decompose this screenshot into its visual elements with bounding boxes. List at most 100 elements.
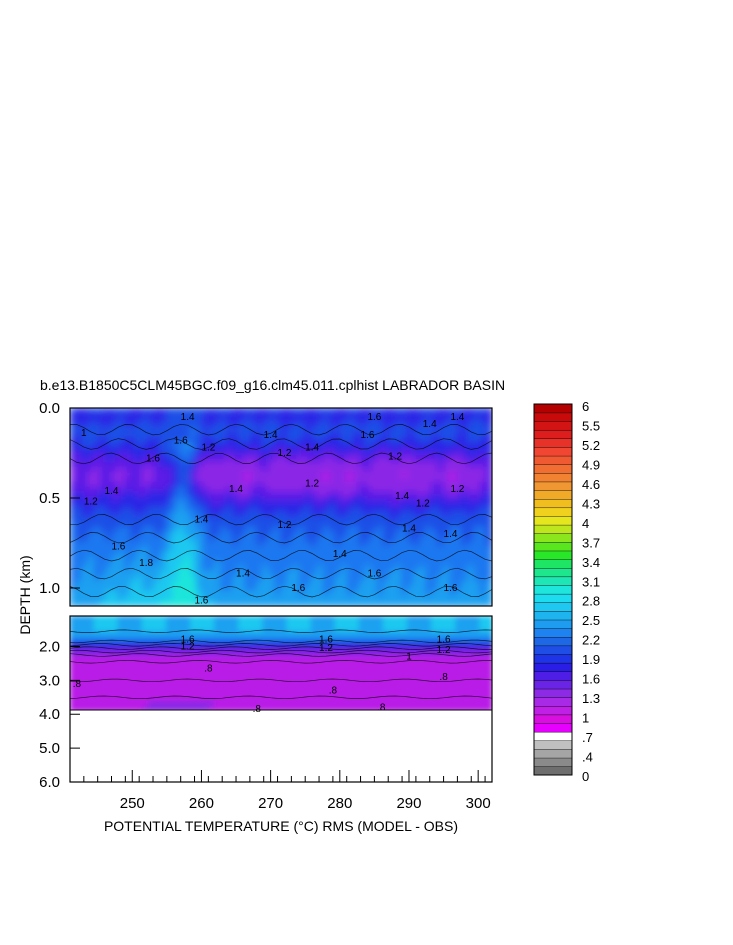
colorbar-swatch bbox=[533, 481, 573, 491]
colorbar-label: 2.5 bbox=[582, 613, 600, 628]
contour-label: 1.4 bbox=[305, 443, 319, 454]
contour-label: 1.4 bbox=[444, 529, 458, 540]
upper-panel-frame bbox=[69, 407, 493, 607]
colorbar-swatch bbox=[533, 757, 573, 767]
colorbar-swatch bbox=[533, 567, 573, 578]
contour-label: 1.4 bbox=[264, 430, 278, 441]
colorbar-label: 2.8 bbox=[582, 594, 600, 609]
colorbar-swatch bbox=[533, 584, 573, 595]
colorbar-swatch bbox=[533, 748, 573, 759]
contour-label: 1.6 bbox=[367, 569, 381, 580]
colorbar-swatch bbox=[533, 654, 573, 664]
colorbar-swatch bbox=[533, 541, 573, 552]
colorbar-swatch bbox=[533, 705, 573, 716]
colorbar-label: 3.7 bbox=[582, 535, 600, 550]
colorbar-swatch bbox=[533, 645, 573, 655]
chart-title: b.e13.B1850C5CLM45BGC.f09_g16.clm45.011.… bbox=[40, 377, 505, 393]
colorbar-swatch bbox=[533, 619, 573, 629]
contour-label: 1.4 bbox=[105, 486, 119, 497]
contour-label: 1 bbox=[406, 652, 412, 663]
x-tick-label: 260 bbox=[189, 795, 214, 812]
contour-label: 1.2 bbox=[437, 645, 451, 656]
contour-label: 1.2 bbox=[319, 643, 333, 654]
lower-panel-field bbox=[70, 616, 492, 710]
contour-label: 1.2 bbox=[416, 498, 430, 509]
colorbar-swatch bbox=[533, 740, 573, 750]
contour-label: 1.4 bbox=[181, 412, 195, 423]
colorbar-label: .4 bbox=[582, 750, 593, 765]
contour-label: 1.2 bbox=[84, 497, 98, 508]
colorbar-swatch bbox=[533, 679, 573, 690]
colorbar-swatch bbox=[533, 490, 573, 500]
colorbar-swatch bbox=[533, 731, 573, 741]
colorbar-swatch bbox=[533, 610, 573, 621]
colorbar-label: 3.4 bbox=[582, 555, 600, 570]
colorbar-swatch bbox=[533, 446, 573, 457]
y-tick-label: 4.0 bbox=[39, 706, 60, 723]
colorbar-label: 5.2 bbox=[582, 438, 600, 453]
contour-label: 1.6 bbox=[367, 412, 381, 423]
colorbar-swatch bbox=[533, 602, 573, 612]
colorbar-swatch bbox=[533, 464, 573, 474]
y-tick-label: 3.0 bbox=[39, 672, 60, 689]
colorbar-swatch bbox=[533, 507, 573, 517]
colorbar-swatch bbox=[533, 515, 573, 526]
colorbar-label: 6 bbox=[582, 399, 589, 414]
contour-label: 1.2 bbox=[450, 484, 464, 495]
contour-label: 1.2 bbox=[278, 520, 292, 531]
colorbar-swatch bbox=[533, 498, 573, 509]
colorbar-swatch bbox=[533, 714, 573, 724]
contour-label: 1.6 bbox=[146, 453, 160, 464]
x-tick-label: 280 bbox=[327, 795, 352, 812]
colorbar-swatch bbox=[533, 438, 573, 448]
y-tick-label: 5.0 bbox=[39, 740, 60, 757]
contour-label: 1 bbox=[81, 428, 87, 439]
contour-label: 1.6 bbox=[361, 430, 375, 441]
contour-label: 1.4 bbox=[450, 412, 464, 423]
colorbar-swatch bbox=[533, 636, 573, 647]
colorbar-swatch bbox=[533, 429, 573, 440]
y-tick-label: 6.0 bbox=[39, 774, 60, 791]
contour-label: 1.6 bbox=[194, 596, 208, 607]
contour-label: 1.4 bbox=[333, 549, 347, 560]
contour-label: .8 bbox=[377, 703, 386, 714]
contour-label: 1.4 bbox=[395, 491, 409, 502]
y-tick-label: 1.0 bbox=[39, 580, 60, 597]
colorbar-label: 4.9 bbox=[582, 457, 600, 472]
colorbar-swatch bbox=[533, 723, 573, 733]
upper-panel-field bbox=[70, 408, 492, 606]
colorbar-swatch bbox=[533, 688, 573, 698]
contour-label: 1.4 bbox=[402, 524, 416, 535]
contour-label: 1.6 bbox=[319, 635, 333, 646]
contour-label: 1.8 bbox=[139, 558, 153, 569]
colorbar-swatch bbox=[533, 628, 573, 638]
contour-label: 1.2 bbox=[305, 479, 319, 490]
colorbar-label: 0 bbox=[582, 769, 589, 784]
y-tick-label: 0.5 bbox=[39, 490, 60, 507]
colorbar-label: 2.2 bbox=[582, 633, 600, 648]
colorbar-label: 4 bbox=[582, 516, 589, 531]
colorbar-label: .7 bbox=[582, 730, 593, 745]
contour-label: .8 bbox=[329, 686, 338, 697]
contour-label: .8 bbox=[253, 704, 262, 715]
colorbar-swatch bbox=[533, 593, 573, 603]
x-tick-label: 290 bbox=[396, 795, 421, 812]
x-tick-label: 300 bbox=[466, 795, 491, 812]
contour-label: 1.2 bbox=[181, 642, 195, 653]
colorbar-label: 4.6 bbox=[582, 477, 600, 492]
colorbar-label: 4.3 bbox=[582, 496, 600, 511]
colorbar-swatch bbox=[533, 766, 573, 776]
colorbar-label: 1.9 bbox=[582, 652, 600, 667]
contour-label: 1.2 bbox=[201, 443, 215, 454]
colorbar-label: 1.6 bbox=[582, 672, 600, 687]
contour-label: 1.4 bbox=[236, 569, 250, 580]
contour-label: .8 bbox=[439, 672, 448, 683]
contour-label: 1.4 bbox=[423, 419, 437, 430]
colorbar-label: 5.5 bbox=[582, 419, 600, 434]
colorbar-swatch bbox=[533, 472, 573, 483]
colorbar-swatch bbox=[533, 576, 573, 586]
colorbar-label: 1 bbox=[582, 711, 589, 726]
contour-label: 1.2 bbox=[388, 452, 402, 463]
contour-label: 1.4 bbox=[194, 515, 208, 526]
lower-panel-frame bbox=[69, 615, 493, 783]
